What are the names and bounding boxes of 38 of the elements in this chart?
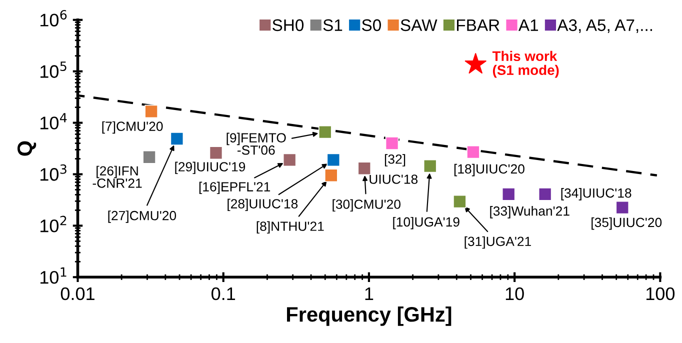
y-axis-title: Q <box>17 141 36 156</box>
y-tick-label: 10$^{5}$ <box>40 62 66 78</box>
x-tick-label: 100 <box>646 287 675 300</box>
y-tick-label: 10$^{1}$ <box>40 267 66 284</box>
y-tick-label: 10$^{2}$ <box>40 216 66 232</box>
annotation: [28]UIUC'18 <box>228 198 298 212</box>
legend-label: SH0 <box>272 19 304 32</box>
annotation: [26]IFN -CNR'21 <box>92 166 142 188</box>
y-tick-label: 10$^{3}$ <box>40 164 66 181</box>
annotation: [30]CMU'20 <box>332 199 400 212</box>
legend-label: A1 <box>518 19 538 31</box>
series-label: This work (S1 mode) <box>492 50 559 78</box>
legend-label: FBAR <box>457 19 500 31</box>
y-tick-label: 10$^{4}$ <box>40 113 67 130</box>
legend-label: S0 <box>362 19 381 32</box>
annotation: [32] <box>384 154 406 166</box>
annotation: UIUC'18 <box>370 174 418 184</box>
annotation: [8]NTHU'21 <box>256 221 324 234</box>
x-tick-label: 0.1 <box>212 287 236 300</box>
annotation: [16]EPFL'21 <box>199 182 270 194</box>
legend-label: SAW <box>400 19 438 32</box>
x-tick-label: 1 <box>365 288 374 300</box>
legend-label: A3, A5, A7,... <box>557 19 652 34</box>
annotation: [27]CMU'20 <box>108 210 176 223</box>
annotation: [31]UGA'21 <box>464 236 531 249</box>
annotation: [33]Wuhan'21 <box>490 206 570 218</box>
annotation: [7]CMU'20 <box>102 121 163 134</box>
annotation: [29]UIUC'19 <box>175 162 246 174</box>
annotation: [9]FEMTO -ST'06 <box>226 132 286 155</box>
annotation: [34]UIUC'18 <box>561 188 632 200</box>
x-axis-title: Frequency [GHz] <box>287 306 452 326</box>
annotation: [35]UIUC'20 <box>592 217 662 230</box>
annotation: [10]UGA'19 <box>393 216 460 230</box>
x-tick-label: 0.01 <box>60 287 94 300</box>
legend-label: S1 <box>323 19 342 32</box>
y-tick-label: 10$^{6}$ <box>40 10 67 26</box>
x-tick-label: 10 <box>506 287 524 300</box>
annotation: [18]UIUC'20 <box>454 164 524 176</box>
